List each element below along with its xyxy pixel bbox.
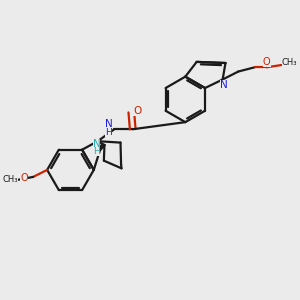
Text: H: H bbox=[93, 147, 100, 156]
Text: CH₃: CH₃ bbox=[282, 58, 297, 67]
Text: O: O bbox=[134, 106, 142, 116]
Text: CH₃: CH₃ bbox=[2, 175, 18, 184]
Text: N: N bbox=[105, 119, 112, 129]
Text: N: N bbox=[220, 80, 228, 90]
Text: H: H bbox=[105, 128, 112, 136]
Text: O: O bbox=[263, 57, 271, 67]
Text: O: O bbox=[20, 173, 28, 183]
Text: N: N bbox=[93, 139, 101, 148]
